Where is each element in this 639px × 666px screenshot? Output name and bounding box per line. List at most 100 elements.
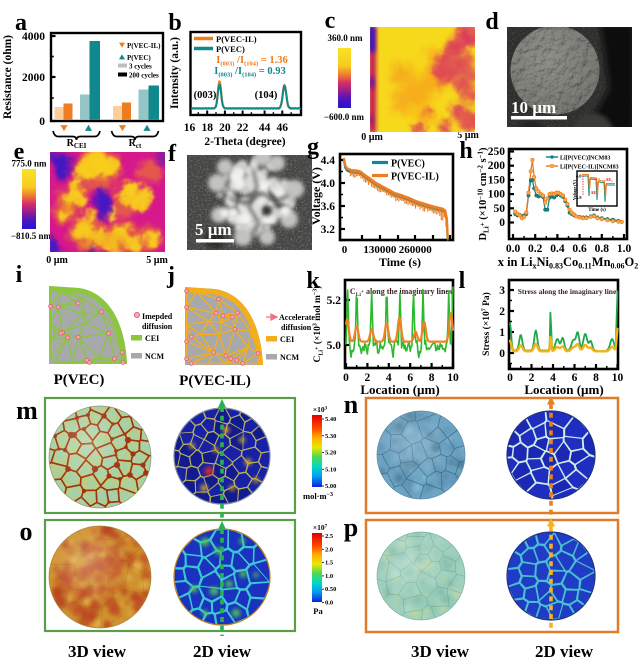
- svg-text:c: c: [325, 8, 336, 34]
- svg-text:2D view: 2D view: [193, 642, 252, 661]
- svg-text:2: 2: [365, 372, 371, 384]
- svg-text:2D view: 2D view: [535, 642, 594, 661]
- svg-text:2.5: 2.5: [325, 533, 334, 540]
- svg-text:5.30: 5.30: [325, 433, 336, 440]
- svg-text:i: i: [16, 262, 23, 288]
- svg-text:0.8: 0.8: [595, 243, 610, 255]
- svg-text:d: d: [485, 9, 499, 35]
- svg-text:×107: ×107: [313, 523, 328, 532]
- svg-text:1: 1: [499, 327, 505, 339]
- svg-text:3.9: 3.9: [576, 195, 582, 200]
- svg-text:j: j: [166, 263, 175, 289]
- svg-text:NCM: NCM: [145, 352, 165, 361]
- svg-text:k: k: [306, 268, 320, 294]
- svg-text:Voltage (V): Voltage (V): [572, 179, 577, 200]
- svg-text:0: 0: [507, 372, 513, 384]
- svg-text:360.0 nm: 360.0 nm: [327, 33, 363, 43]
- svg-text:5 µm: 5 µm: [195, 220, 232, 239]
- svg-text:P(VEC): P(VEC): [391, 159, 425, 170]
- svg-text:P(VEC-IL): P(VEC-IL): [391, 172, 439, 183]
- svg-text:8: 8: [593, 372, 599, 384]
- svg-text:0: 0: [39, 116, 45, 128]
- svg-text:5.00: 5.00: [325, 483, 336, 490]
- svg-text:l: l: [459, 268, 466, 294]
- svg-text:×103: ×103: [313, 405, 328, 414]
- svg-text:I(003) /I(104) = 1.36: I(003) /I(104) = 1.36: [216, 55, 288, 68]
- svg-text:200: 200: [488, 160, 506, 172]
- svg-text:3D view: 3D view: [411, 642, 470, 661]
- svg-text:22: 22: [237, 122, 249, 134]
- svg-text:4: 4: [550, 372, 556, 384]
- svg-text:5 µm: 5 µm: [457, 130, 479, 141]
- svg-text:P(VEC): P(VEC): [127, 54, 151, 62]
- svg-text:Imepded: Imepded: [142, 312, 173, 321]
- svg-text:0.4: 0.4: [550, 243, 565, 255]
- svg-text:Time (s): Time (s): [379, 255, 421, 269]
- svg-text:P(VEC): P(VEC): [54, 372, 105, 388]
- svg-text:46: 46: [277, 122, 289, 134]
- svg-text:150: 150: [488, 174, 506, 186]
- svg-text:g: g: [307, 134, 319, 160]
- svg-text:b: b: [168, 10, 181, 36]
- svg-text:50: 50: [494, 203, 506, 215]
- svg-text:e: e: [14, 139, 25, 165]
- svg-text:10: 10: [447, 372, 459, 384]
- svg-text:mol·m−3: mol·m−3: [303, 491, 333, 501]
- svg-text:0.2: 0.2: [528, 243, 543, 255]
- svg-text:CLi+ (×103 mol m−3): CLi+ (×103 mol m−3): [312, 286, 325, 363]
- svg-text:1.0: 1.0: [325, 573, 333, 580]
- svg-text:0.50: 0.50: [325, 586, 336, 593]
- svg-text:5.2: 5.2: [327, 295, 342, 307]
- svg-text:5.0: 5.0: [327, 340, 342, 352]
- svg-text:0.6: 0.6: [572, 243, 587, 255]
- svg-text:Time (s): Time (s): [588, 208, 606, 213]
- svg-text:44: 44: [259, 122, 271, 134]
- svg-text:5.20: 5.20: [325, 450, 336, 457]
- svg-text:Li[P(VEC)]NCM83: Li[P(VEC)]NCM83: [560, 155, 610, 162]
- svg-text:Voltage (V): Voltage (V): [309, 167, 323, 225]
- svg-text:x in LixNi0.83Co0.11Mn0.06O2: x in LixNi0.83Co0.11Mn0.06O2: [498, 255, 639, 271]
- svg-text:n: n: [344, 390, 359, 419]
- svg-text:CEI: CEI: [280, 335, 294, 344]
- svg-text:h: h: [459, 138, 472, 164]
- svg-text:0: 0: [499, 217, 505, 229]
- svg-text:2000: 2000: [22, 72, 45, 84]
- svg-text:0: 0: [499, 348, 505, 360]
- svg-text:130000: 130000: [363, 244, 397, 256]
- svg-text:1.0: 1.0: [617, 243, 632, 255]
- svg-text:3 cycles: 3 cycles: [129, 63, 152, 71]
- svg-text:2.0: 2.0: [325, 546, 333, 553]
- svg-text:4.0: 4.0: [321, 178, 336, 190]
- svg-text:5 µm: 5 µm: [146, 255, 168, 266]
- svg-text:260000: 260000: [399, 244, 433, 256]
- svg-text:Pa: Pa: [313, 606, 323, 616]
- svg-text:P(VEC-IL): P(VEC-IL): [179, 373, 251, 389]
- svg-text:f: f: [168, 141, 177, 167]
- svg-text:diffusion: diffusion: [281, 323, 312, 332]
- svg-text:3.2: 3.2: [321, 224, 336, 236]
- svg-text:Accelerate: Accelerate: [279, 313, 315, 322]
- svg-text:Li[P(VEC-IL)]NCM83: Li[P(VEC-IL)]NCM83: [560, 164, 619, 171]
- svg-text:P(VEC): P(VEC): [216, 44, 245, 54]
- svg-text:−810.5 nm: −810.5 nm: [11, 231, 52, 241]
- svg-text:(104): (104): [255, 90, 278, 101]
- svg-text:ΔEt: ΔEt: [591, 190, 598, 196]
- svg-text:4: 4: [386, 372, 392, 384]
- svg-text:100: 100: [488, 189, 506, 201]
- svg-text:775.0 nm: 775.0 nm: [11, 159, 47, 169]
- svg-text:1.5: 1.5: [325, 560, 334, 567]
- svg-text:Stress along the imaginary lin: Stress along the imaginary line: [518, 287, 617, 296]
- svg-text:16: 16: [184, 122, 196, 134]
- svg-text:6: 6: [572, 372, 578, 384]
- svg-text:Stress (×107 Pa): Stress (×107 Pa): [481, 292, 492, 356]
- svg-text:10 µm: 10 µm: [511, 98, 556, 117]
- svg-text:6: 6: [407, 372, 413, 384]
- svg-text:0.0: 0.0: [506, 243, 521, 255]
- svg-text:0: 0: [343, 372, 349, 384]
- svg-text:I(003) /I(104) = 0.93: I(003) /I(104) = 0.93: [214, 66, 286, 79]
- svg-text:−600.0 nm: −600.0 nm: [324, 112, 365, 122]
- svg-text:P(VEC-IL): P(VEC-IL): [127, 42, 161, 50]
- svg-text:10: 10: [612, 372, 624, 384]
- svg-text:p: p: [344, 513, 358, 542]
- svg-text:250: 250: [488, 146, 506, 158]
